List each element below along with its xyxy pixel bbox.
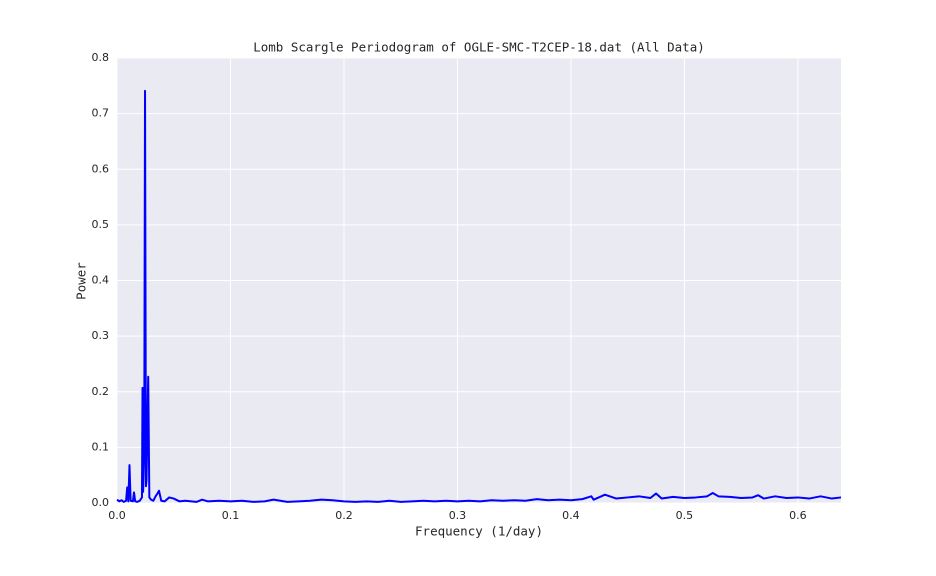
y-tick-label: 0.5: [92, 218, 110, 231]
y-tick-label: 0.4: [92, 274, 110, 287]
x-tick-label: 0.5: [676, 509, 694, 522]
y-tick-label: 0.0: [92, 496, 110, 509]
y-tick-label: 0.3: [92, 329, 110, 342]
x-tick-label: 0.0: [108, 509, 126, 522]
y-tick-label: 0.8: [92, 51, 110, 64]
x-axis-label: Frequency (1/day): [415, 524, 543, 539]
x-tick-label: 0.6: [789, 509, 807, 522]
y-tick-label: 0.1: [92, 440, 110, 453]
chart-title: Lomb Scargle Periodogram of OGLE-SMC-T2C…: [253, 40, 705, 55]
x-tick-label: 0.1: [222, 509, 240, 522]
y-axis-label: Power: [74, 262, 89, 300]
line-series: [116, 89, 842, 503]
x-tick-label: 0.2: [335, 509, 353, 522]
y-tick-label: 0.2: [92, 385, 110, 398]
x-tick-label: 0.3: [449, 509, 467, 522]
x-tick-label: 0.4: [562, 509, 580, 522]
y-tick-label: 0.7: [92, 107, 110, 120]
y-tick-label: 0.6: [92, 162, 110, 175]
